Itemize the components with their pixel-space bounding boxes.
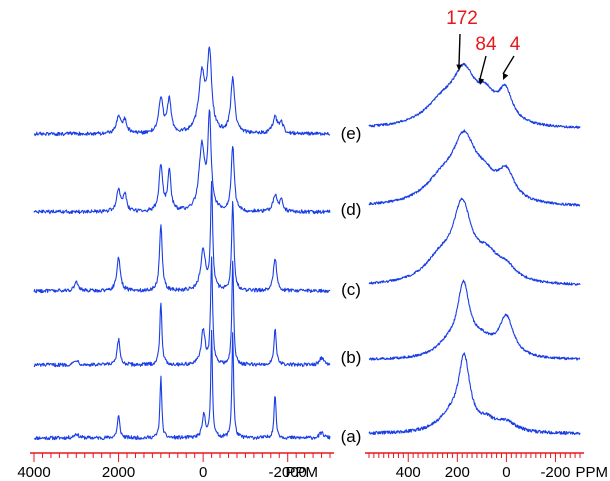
left-tick-label: 4000 (17, 464, 50, 481)
trace-label-e: (e) (341, 124, 362, 143)
peak-annotation-172: 172 (446, 8, 478, 29)
left-spectrum-trace-e (33, 46, 331, 137)
left-spectrum-trace-d (33, 109, 331, 215)
peak-arrowhead-172 (456, 64, 463, 71)
trace-label-a: (a) (341, 427, 362, 446)
left-x-axis-label: PPM (285, 464, 318, 481)
left-tick-label: -2000 (269, 464, 307, 481)
left-spectrum-trace-a (33, 329, 331, 441)
right-tick-label: 200 (445, 464, 470, 481)
right-tick-label: 0 (502, 464, 510, 481)
right-spectrum-trace-a (368, 352, 581, 436)
left-spectrum-trace-c (33, 180, 331, 294)
right-x-axis-label: PPM (575, 464, 608, 481)
left-spectrum-trace-b (33, 256, 331, 368)
left-tick-label: 2000 (102, 464, 135, 481)
right-tick-label: -200 (540, 464, 570, 481)
peak-arrow-172 (458, 33, 461, 66)
right-tick-label: 400 (396, 464, 421, 481)
right-spectrum-trace-c (368, 197, 581, 286)
left-tick-label: 0 (199, 464, 207, 481)
right-spectrum-trace-b (368, 279, 581, 361)
peak-arrowhead-84 (478, 78, 485, 85)
trace-label-c: (c) (341, 280, 361, 299)
peak-annotation-4: 4 (510, 34, 521, 55)
peak-annotations: 172 84 4 (446, 8, 521, 85)
peak-arrow-4 (502, 55, 515, 75)
peak-arrow-84 (479, 55, 487, 80)
right-spectrum-trace-d (368, 129, 581, 207)
trace-labels: (a) (b) (c) (d) (e) (341, 124, 362, 446)
right-spectra-panel: 400 200 0 -200 PPM (365, 62, 608, 481)
peak-annotation-84: 84 (475, 34, 497, 55)
right-spectrum-trace-e (368, 62, 581, 129)
trace-label-b: (b) (341, 348, 362, 367)
peak-arrowhead-4 (503, 73, 509, 80)
trace-label-d: (d) (341, 200, 362, 219)
